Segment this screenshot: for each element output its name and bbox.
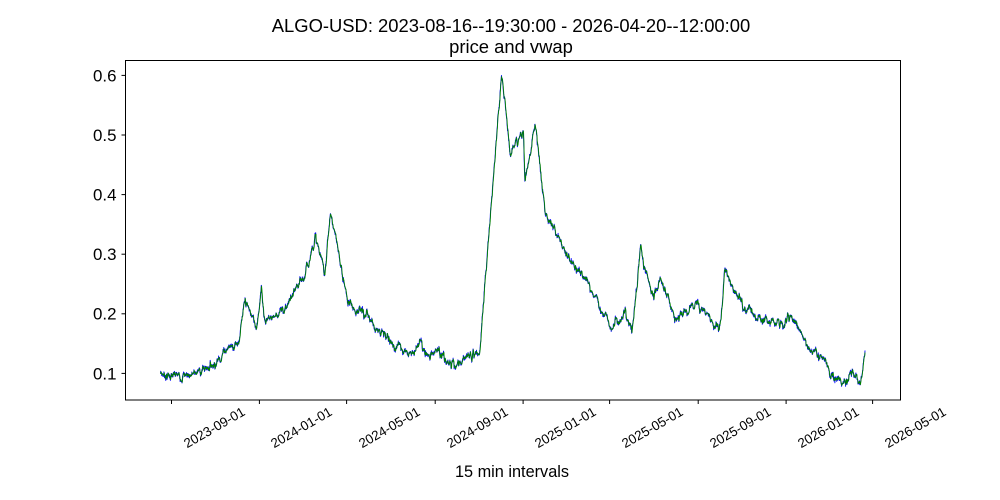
svg-text:0.6: 0.6	[93, 66, 116, 85]
svg-text:0.5: 0.5	[93, 126, 116, 145]
svg-text:0.2: 0.2	[93, 305, 116, 324]
svg-text:0.1: 0.1	[93, 364, 116, 383]
svg-text:0.4: 0.4	[93, 186, 116, 205]
svg-text:0.3: 0.3	[93, 245, 116, 264]
